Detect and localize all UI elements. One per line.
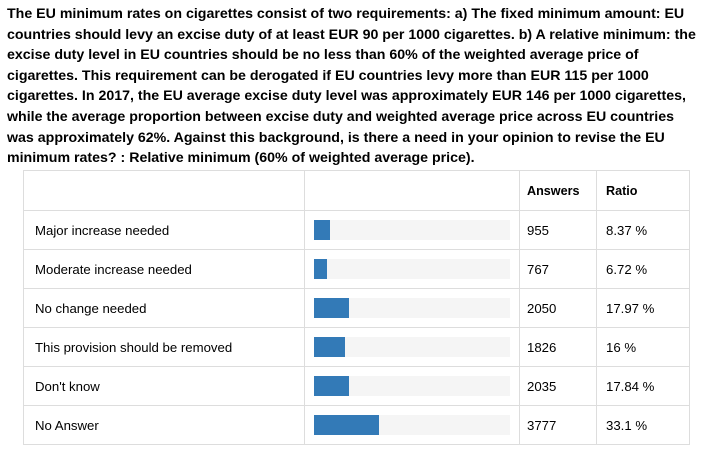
ratio-bar-fill xyxy=(314,376,349,396)
row-ratio: 6.72 % xyxy=(596,249,690,289)
table-row: No change needed 2050 17.97 % xyxy=(23,288,690,328)
table-header-row: Answers Ratio xyxy=(23,170,690,211)
row-ratio: 33.1 % xyxy=(596,405,690,445)
ratio-bar-fill xyxy=(314,337,346,357)
ratio-bar-fill xyxy=(314,259,328,279)
ratio-bar-fill xyxy=(314,415,379,435)
ratio-bar-track xyxy=(314,259,510,279)
question-text: The EU minimum rates on cigarettes consi… xyxy=(7,6,696,167)
table-row: Moderate increase needed 767 6.72 % xyxy=(23,249,690,289)
ratio-bar-track xyxy=(314,415,510,435)
table-row: No Answer 3777 33.1 % xyxy=(23,405,690,445)
ratio-bar-track xyxy=(314,298,510,318)
row-bar-cell xyxy=(304,366,520,406)
row-label: Moderate increase needed xyxy=(23,249,305,289)
row-ratio: 17.97 % xyxy=(596,288,690,328)
ratio-bar-fill xyxy=(314,220,331,240)
row-bar-cell xyxy=(304,327,520,367)
row-bar-cell xyxy=(304,405,520,445)
row-answers: 1826 xyxy=(519,327,597,367)
row-answers: 767 xyxy=(519,249,597,289)
row-bar-cell xyxy=(304,249,520,289)
ratio-bar-track xyxy=(314,376,510,396)
row-label: This provision should be removed xyxy=(23,327,305,367)
table-row: Major increase needed 955 8.37 % xyxy=(23,210,690,250)
row-ratio: 17.84 % xyxy=(596,366,690,406)
row-bar-cell xyxy=(304,288,520,328)
row-answers: 3777 xyxy=(519,405,597,445)
row-answers: 2035 xyxy=(519,366,597,406)
ratio-bar-track xyxy=(314,220,510,240)
row-ratio: 16 % xyxy=(596,327,690,367)
table-row: Don't know 2035 17.84 % xyxy=(23,366,690,406)
row-answers: 2050 xyxy=(519,288,597,328)
header-bar-cell xyxy=(304,170,520,211)
ratio-bar-track xyxy=(314,337,510,357)
ratio-bar-fill xyxy=(314,298,350,318)
header-ratio: Ratio xyxy=(596,170,690,211)
row-label: No Answer xyxy=(23,405,305,445)
row-label: Don't know xyxy=(23,366,305,406)
header-answers: Answers xyxy=(519,170,597,211)
row-bar-cell xyxy=(304,210,520,250)
table-row: This provision should be removed 1826 16… xyxy=(23,327,690,367)
row-answers: 955 xyxy=(519,210,597,250)
row-label: Major increase needed xyxy=(23,210,305,250)
header-label-cell xyxy=(23,170,305,211)
row-label: No change needed xyxy=(23,288,305,328)
row-ratio: 8.37 % xyxy=(596,210,690,250)
results-table: Answers Ratio Major increase needed 955 … xyxy=(23,170,690,445)
